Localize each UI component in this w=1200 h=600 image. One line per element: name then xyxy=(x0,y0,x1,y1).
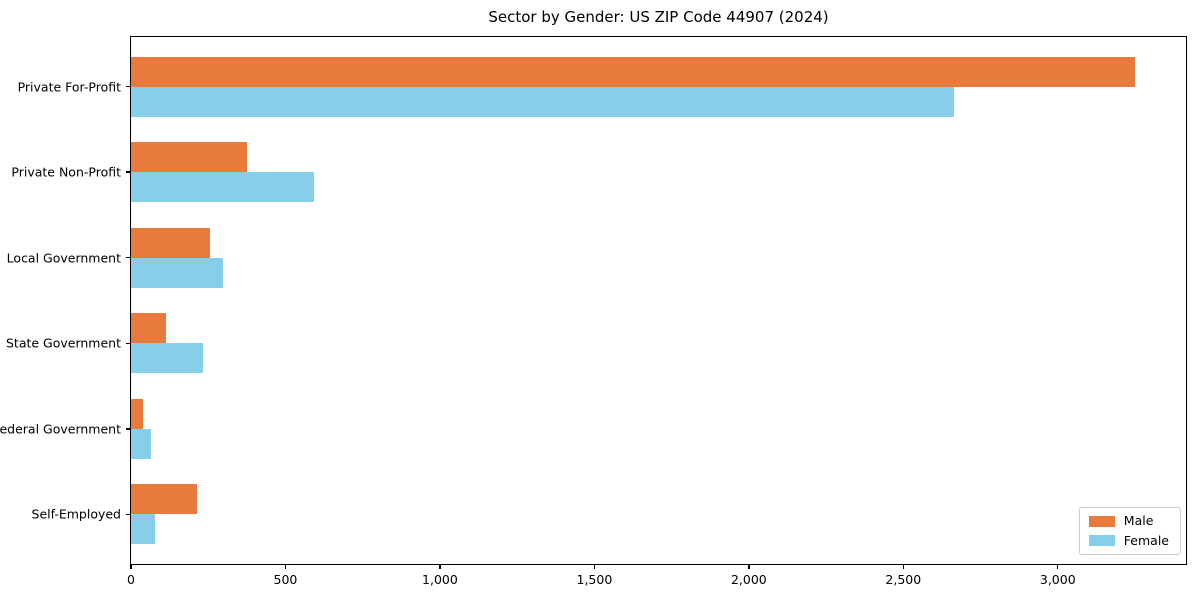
bar-male-5 xyxy=(131,484,197,515)
x-tick-label-6: 3,000 xyxy=(1039,572,1076,587)
bar-male-0 xyxy=(131,56,1136,87)
x-tick-1 xyxy=(284,565,287,569)
y-tick-1 xyxy=(126,171,130,173)
x-tick-label-3: 1,500 xyxy=(576,572,613,587)
female-swatch-icon xyxy=(1088,535,1115,547)
x-tick-3 xyxy=(593,565,596,569)
y-tick-4 xyxy=(126,428,130,430)
x-tick-2 xyxy=(439,565,441,569)
bar-male-4 xyxy=(131,398,143,429)
x-tick-6 xyxy=(1057,565,1059,569)
chart-title: Sector by Gender: US ZIP Code 44907 (202… xyxy=(488,8,829,26)
y-axis-label-2: Local Government xyxy=(6,250,121,266)
bar-male-3 xyxy=(131,313,166,344)
bar-female-4 xyxy=(131,428,151,459)
y-tick-2 xyxy=(126,257,130,259)
y-tick-3 xyxy=(126,342,130,344)
x-tick-label-0: 0 xyxy=(127,572,135,587)
y-axis-label-5: Self-Employed xyxy=(31,506,121,522)
plot-area: Male Female Private For-Profit Private No… xyxy=(0,36,1187,587)
bar-male-2 xyxy=(131,227,210,258)
x-tick-label-5: 2,500 xyxy=(885,572,922,587)
x-tick-label-1: 500 xyxy=(273,572,298,587)
x-tick-4 xyxy=(748,565,750,569)
x-tick-label-2: 1,000 xyxy=(422,572,458,587)
bar-female-5 xyxy=(131,514,156,545)
bar-male-1 xyxy=(131,142,247,173)
x-tick-0 xyxy=(130,565,132,569)
y-axis-label-4: Federal Government xyxy=(0,421,121,437)
bar-female-0 xyxy=(131,86,955,117)
bar-female-2 xyxy=(131,257,223,288)
bar-female-3 xyxy=(131,343,203,374)
male-swatch-icon xyxy=(1088,515,1115,527)
legend-entry-male: Male xyxy=(1088,513,1169,528)
legend-entry-female: Female xyxy=(1088,532,1169,548)
y-axis-label-1: Private Non-Profit xyxy=(11,164,121,180)
legend: Male Female xyxy=(1078,507,1181,555)
y-tick-5 xyxy=(126,513,130,516)
y-axis-label-0: Private For-Profit xyxy=(17,79,121,95)
y-axis-label-3: State Government xyxy=(5,335,121,351)
legend-label-female: Female xyxy=(1123,532,1169,548)
x-tick-5 xyxy=(902,565,905,569)
y-tick-0 xyxy=(126,85,130,88)
x-tick-label-4: 2,000 xyxy=(730,572,767,587)
legend-label-male: Male xyxy=(1123,513,1154,528)
bar-female-1 xyxy=(131,172,314,203)
